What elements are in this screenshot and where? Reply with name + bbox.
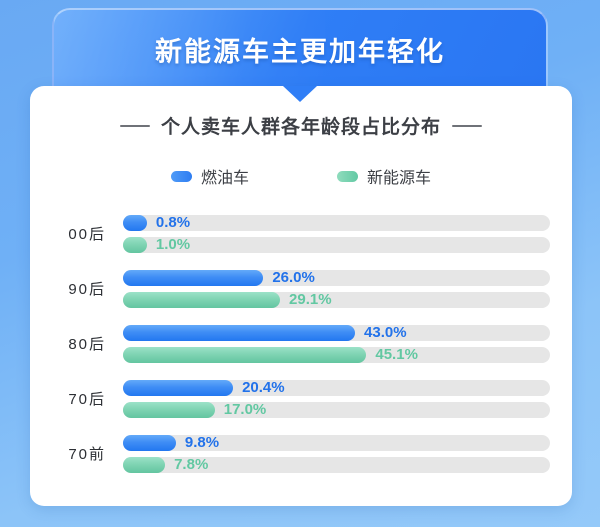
- bar-row: 45.1%: [123, 345, 550, 363]
- bar-chart: 00后 0.8% 1.0% 90后 26.0% 29.1% 80后 43.0% 45.1% 70后…: [30, 206, 572, 481]
- bar-group: 20.4% 17.0%: [123, 378, 572, 418]
- bar-track: [123, 434, 550, 451]
- legend-swatch-nev-icon: [337, 170, 358, 182]
- bar-fill-nev[interactable]: [123, 401, 215, 418]
- bar-fill-nev[interactable]: [123, 236, 147, 253]
- bar-value-label: 43.0%: [364, 323, 407, 341]
- chart-subtitle: 个人卖车人群各年龄段占比分布: [160, 117, 441, 138]
- bar-fill-nev[interactable]: [123, 456, 166, 473]
- bar-group: 26.0% 29.1%: [123, 268, 572, 308]
- category-label: 70后: [68, 391, 106, 408]
- chart-legend: 燃油车 新能源车: [30, 164, 572, 188]
- bar-value-label: 1.0%: [155, 235, 191, 253]
- category-label: 70前: [68, 446, 106, 463]
- bar-value-label: 29.1%: [289, 290, 332, 308]
- bar-group: 9.8% 7.8%: [123, 433, 572, 473]
- rule-left-icon: [119, 124, 150, 127]
- subtitle-row: 个人卖车人群各年龄段占比分布: [30, 112, 572, 139]
- rule-right-icon: [452, 124, 482, 127]
- bar-value-label: 26.0%: [272, 268, 315, 286]
- bar-value-label: 0.8%: [155, 213, 191, 231]
- bar-row: 1.0%: [123, 235, 550, 253]
- bar-value-label: 9.8%: [184, 433, 220, 451]
- category-label: 00后: [68, 226, 106, 243]
- bar-group: 0.8% 1.0%: [123, 213, 572, 253]
- bar-track: [123, 456, 550, 473]
- bar-value-label: 7.8%: [174, 455, 209, 473]
- banner-title: 新能源车主更加年轻化: [155, 37, 445, 67]
- bar-fill-fuel[interactable]: [123, 214, 147, 231]
- chart-group: 70前 9.8% 7.8%: [30, 426, 572, 481]
- chart-group: 00后 0.8% 1.0%: [30, 206, 572, 261]
- bar-group: 43.0% 45.1%: [123, 323, 572, 363]
- bar-row: 20.4%: [123, 378, 550, 396]
- bar-value-label: 45.1%: [375, 345, 418, 363]
- bar-fill-fuel[interactable]: [123, 324, 356, 341]
- legend-item-fuel[interactable]: 燃油车: [170, 164, 249, 188]
- bar-row: 9.8%: [123, 433, 550, 451]
- bar-row: 43.0%: [123, 323, 550, 341]
- chart-group: 70后 20.4% 17.0%: [30, 371, 572, 426]
- bar-row: 7.8%: [123, 455, 550, 473]
- bar-row: 29.1%: [123, 290, 550, 308]
- bar-value-label: 17.0%: [223, 400, 267, 418]
- bar-track: [123, 236, 550, 253]
- bar-row: 17.0%: [123, 400, 550, 418]
- chart-group: 80后 43.0% 45.1%: [30, 316, 572, 371]
- category-label: 90后: [68, 281, 106, 298]
- bar-fill-fuel[interactable]: [123, 379, 234, 396]
- legend-label-nev: 新能源车: [367, 170, 432, 187]
- chart-group: 90后 26.0% 29.1%: [30, 261, 572, 316]
- bar-row: 26.0%: [123, 268, 550, 286]
- bar-track: [123, 214, 550, 231]
- bar-fill-nev[interactable]: [123, 346, 367, 363]
- legend-label-fuel: 燃油车: [200, 170, 249, 187]
- bar-fill-nev[interactable]: [123, 291, 281, 308]
- bar-track: [123, 401, 550, 418]
- bar-value-label: 20.4%: [242, 378, 285, 396]
- legend-item-nev[interactable]: 新能源车: [337, 164, 431, 188]
- bar-row: 0.8%: [123, 213, 550, 231]
- bar-fill-fuel[interactable]: [123, 269, 264, 286]
- chart-card: 个人卖车人群各年龄段占比分布 燃油车 新能源车 00后 0.8% 1.0% 90后 26…: [30, 86, 572, 506]
- banner-notch-arrow: [283, 86, 317, 102]
- legend-swatch-fuel-icon: [170, 170, 192, 182]
- bar-fill-fuel[interactable]: [123, 434, 176, 451]
- category-label: 80后: [68, 336, 106, 353]
